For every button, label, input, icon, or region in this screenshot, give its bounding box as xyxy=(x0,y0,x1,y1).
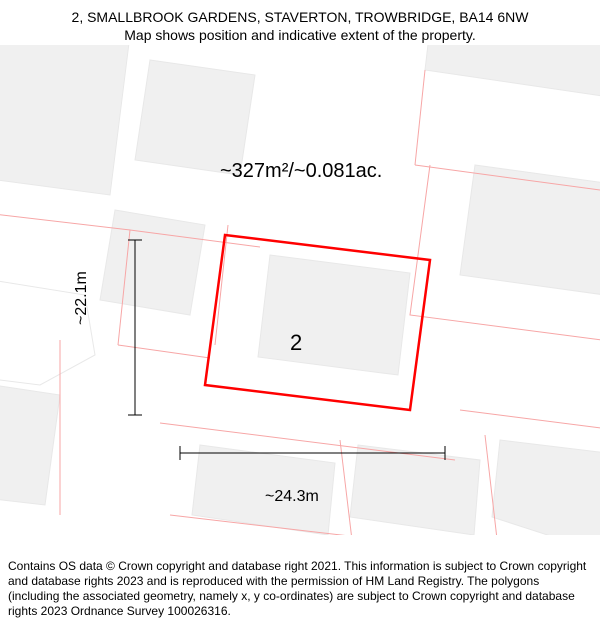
building-shape xyxy=(100,210,205,315)
building-shape xyxy=(0,45,130,195)
building-shape xyxy=(135,60,255,175)
header: 2, SMALLBROOK GARDENS, STAVERTON, TROWBR… xyxy=(0,8,600,44)
width-label: ~24.3m xyxy=(265,488,319,506)
building-shape xyxy=(460,165,600,295)
footer-text: Contains OS data © Crown copyright and d… xyxy=(8,559,592,619)
building-shape xyxy=(258,255,410,375)
page-title: 2, SMALLBROOK GARDENS, STAVERTON, TROWBR… xyxy=(0,8,600,26)
plot-number-label: 2 xyxy=(290,330,302,356)
building-shape xyxy=(492,440,600,535)
area-label: ~327m²/~0.081ac. xyxy=(220,160,382,183)
page-subtitle: Map shows position and indicative extent… xyxy=(0,26,600,44)
map-area: ~327m²/~0.081ac. ~22.1m ~24.3m 2 xyxy=(0,45,600,535)
height-label: ~22.1m xyxy=(73,271,91,325)
